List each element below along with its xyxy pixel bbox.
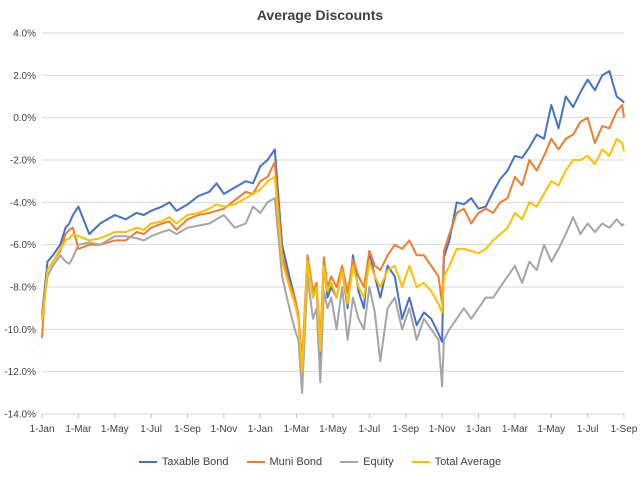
series-line-muni-bond (41, 104, 625, 363)
x-tick-label: 1-Nov (211, 424, 238, 435)
x-tick-label: 1-Sep (392, 424, 419, 435)
y-tick-label: -2.0% (10, 156, 36, 167)
legend-swatch (138, 461, 157, 463)
y-tick-label: -8.0% (10, 283, 36, 294)
y-tick-label: -6.0% (10, 240, 36, 251)
series-line-total-average (41, 137, 625, 373)
legend-item: Muni Bond (246, 456, 323, 468)
x-tick-label: 1-Jan (466, 424, 491, 435)
legend-swatch (246, 461, 265, 463)
y-tick-label: -4.0% (10, 198, 36, 209)
legend-label: Equity (363, 456, 394, 468)
y-tick-label: 2.0% (13, 71, 36, 82)
y-tick-label: -10.0% (4, 325, 36, 336)
y-tick-label: 4.0% (13, 29, 36, 40)
y-tick-label: -14.0% (4, 410, 36, 421)
series-lines (41, 70, 625, 394)
y-tick-label: -12.0% (4, 367, 36, 378)
y-tick-label: 0.0% (13, 113, 36, 124)
x-axis: 1-Jan 1-Mar 1-May 1-Jul 1-Sep 1-Nov 1-Jan 1-Mar… (29, 414, 638, 435)
x-tick-label: 1-Sep (174, 424, 201, 435)
series-line-taxable-bond (41, 70, 625, 373)
x-tick-label: 1-Jul (140, 424, 162, 435)
x-tick-label: 1-Nov (429, 424, 456, 435)
x-tick-label: 1-Mar (502, 424, 529, 435)
x-tick-label: 1-May (537, 424, 565, 435)
legend: Taxable Bond Muni Bond Equity Total Average (0, 456, 640, 468)
legend-label: Taxable Bond (161, 456, 229, 468)
chart-title: Average Discounts (256, 7, 384, 23)
legend-swatch (340, 461, 359, 463)
y-axis: 4.0% 2.0% 0.0% -2.0% -4.0% -6.0% -8.0% -10.0% -1… (4, 29, 36, 421)
x-tick-label: 1-Jul (577, 424, 599, 435)
legend-label: Muni Bond (269, 456, 323, 468)
x-tick-label: 1-May (101, 424, 129, 435)
x-tick-label: 1-May (319, 424, 347, 435)
legend-swatch (411, 461, 430, 463)
series-line-equity (41, 197, 625, 394)
x-tick-label: 1-Jan (248, 424, 273, 435)
legend-item: Equity (340, 456, 394, 468)
gridlines (42, 32, 624, 415)
x-tick-label: 1-Jul (359, 424, 381, 435)
legend-item: Total Average (411, 456, 502, 468)
x-tick-label: 1-Sep (611, 424, 638, 435)
x-tick-label: 1-Mar (65, 424, 92, 435)
x-tick-label: 1-Mar (284, 424, 311, 435)
legend-item: Taxable Bond (138, 456, 229, 468)
legend-label: Total Average (434, 456, 502, 468)
x-tick-label: 1-Jan (29, 424, 54, 435)
